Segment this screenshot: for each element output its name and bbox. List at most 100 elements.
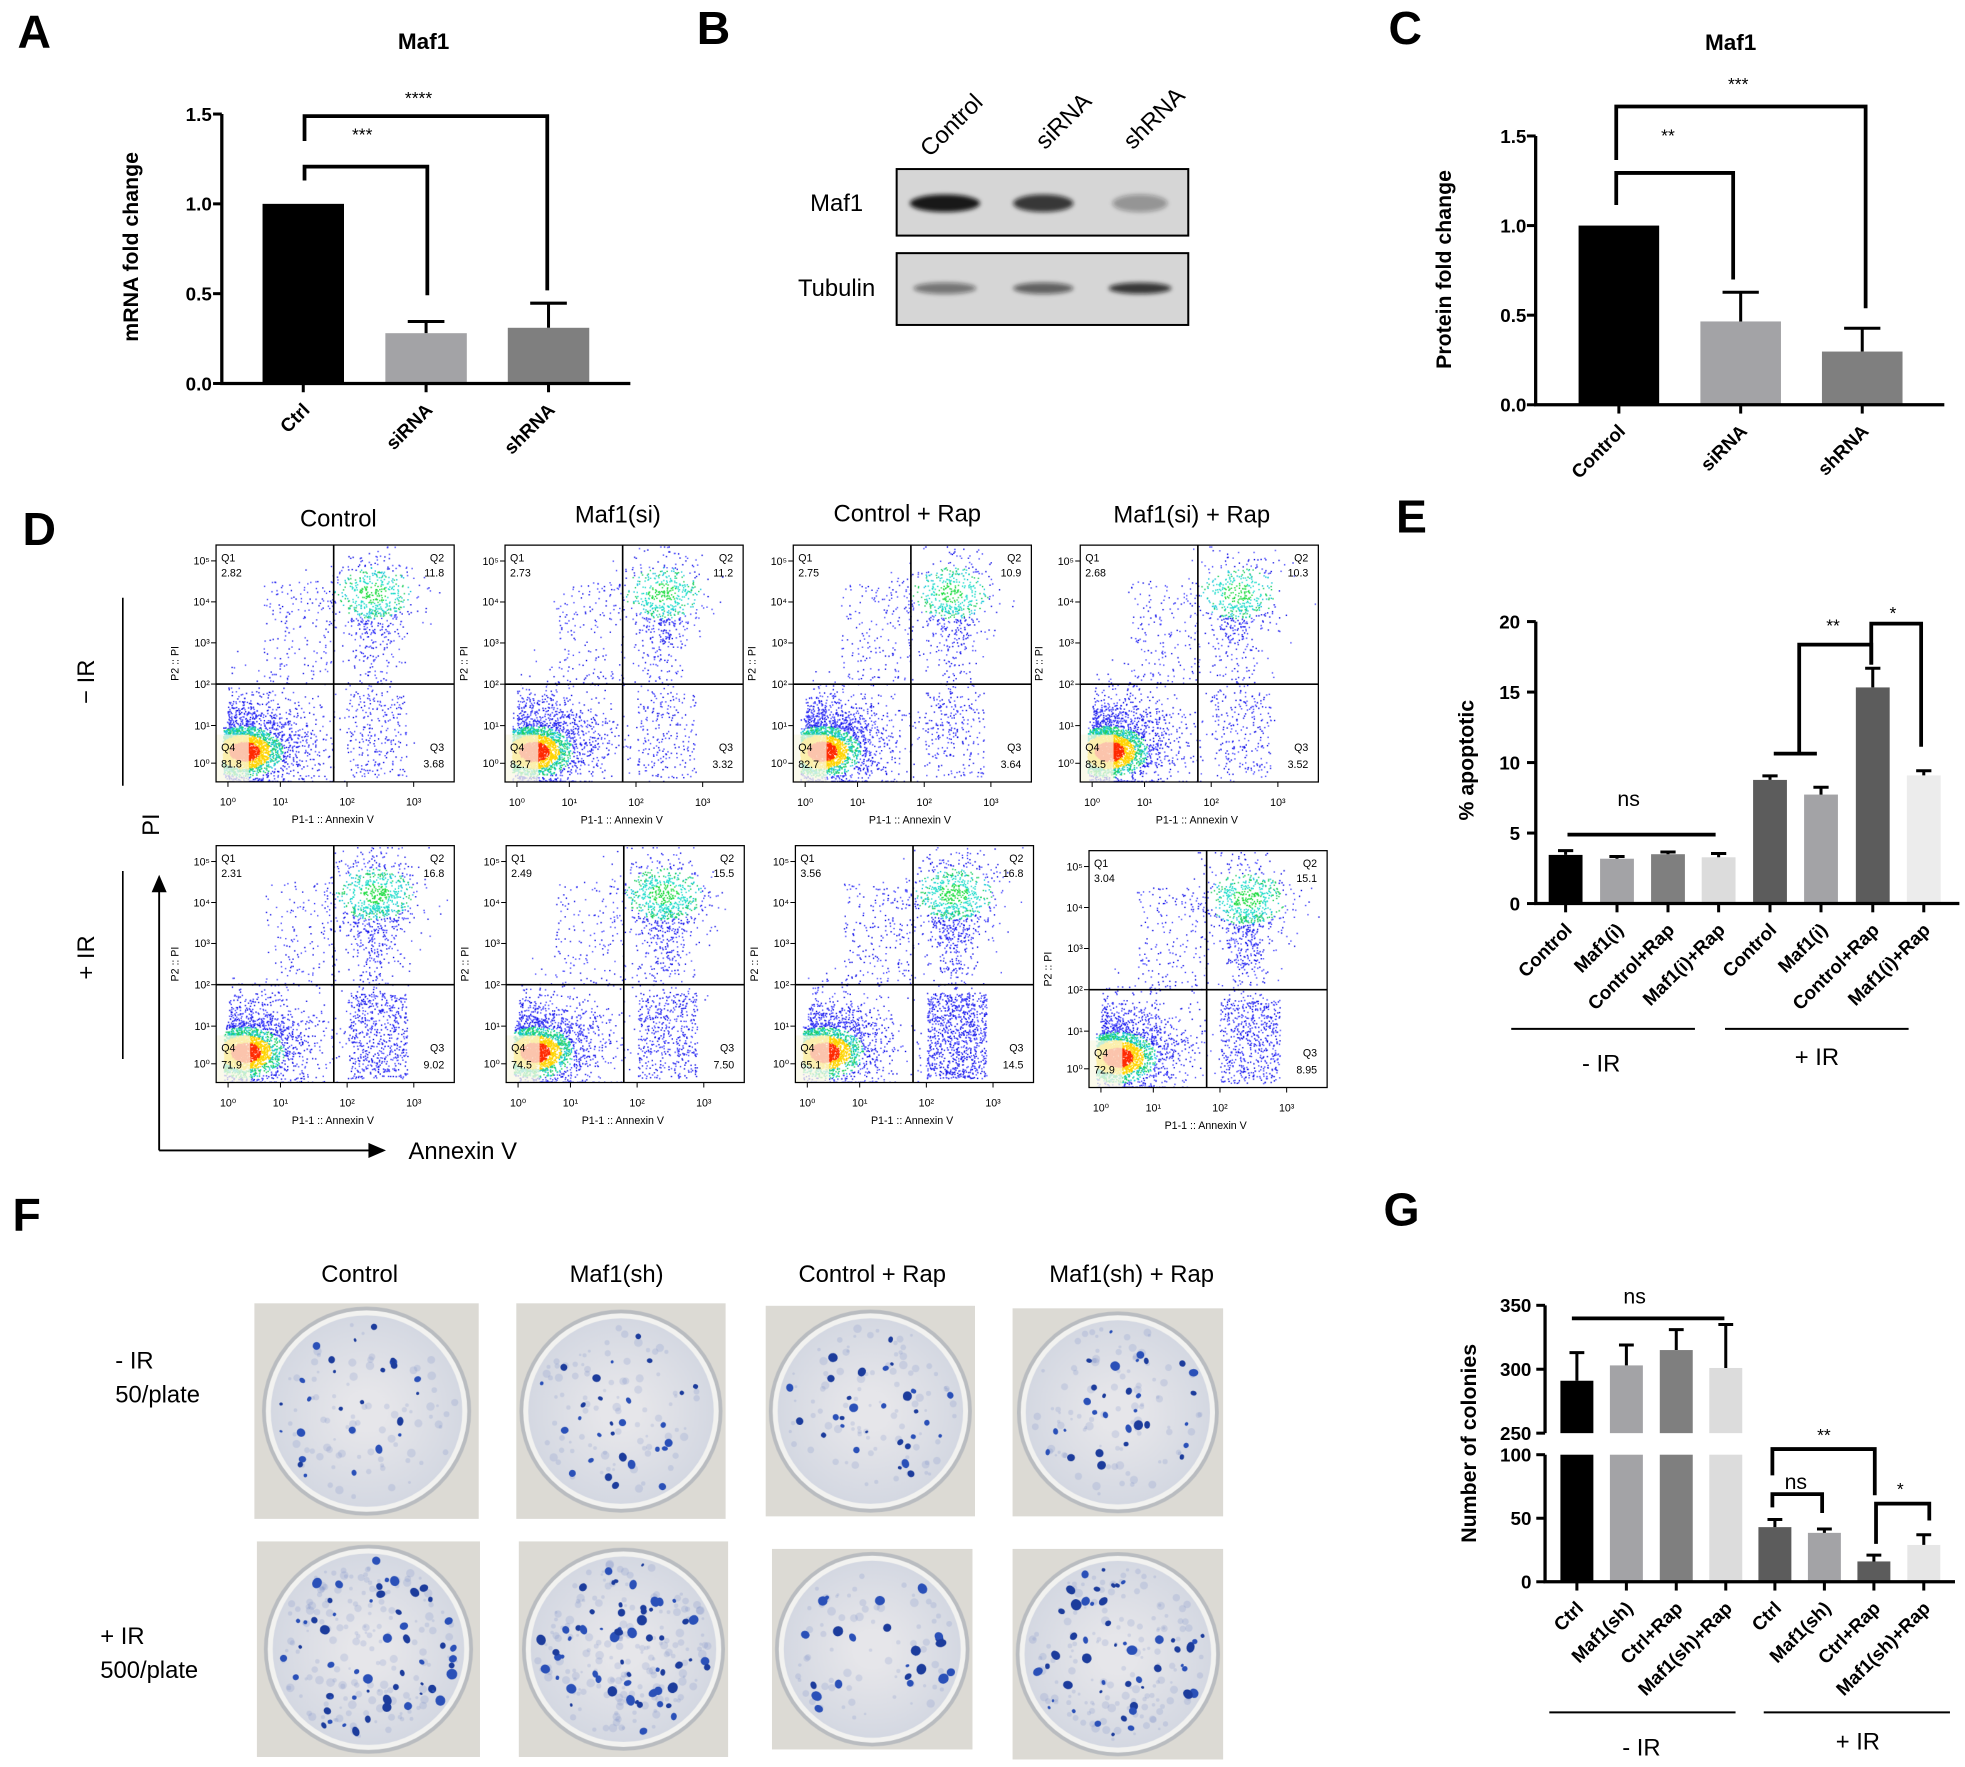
- quadrant-value: 10.9: [1001, 567, 1022, 579]
- quadrant-value: 3.04: [1094, 873, 1115, 885]
- error-bar: [1609, 854, 1625, 859]
- y-tick-label: 10⁰: [483, 758, 500, 770]
- quadrant-value: 15.1: [1296, 873, 1317, 885]
- quadrant-value: 14.5: [1003, 1059, 1024, 1071]
- quadrant-value: 3.56: [800, 868, 821, 880]
- flow-plot-frame: Q1 2.75 Q2 10.9 Q3 3.64 Q4 82.7 10⁵ 10⁴ 10³ 10² 10¹ 1…: [747, 544, 1033, 826]
- bar: [1753, 779, 1787, 904]
- x-tick-label: Control: [1567, 420, 1629, 482]
- quadrant-name: Q3: [720, 1043, 734, 1055]
- bar: [1651, 854, 1685, 904]
- x-tick-label: 10³: [695, 797, 711, 809]
- significance-bracket: [1874, 1501, 1932, 1544]
- quadrant-value: 16.8: [1003, 868, 1024, 880]
- bar: [1907, 1544, 1941, 1582]
- flow-scatter-plot: [506, 845, 745, 1083]
- quadrant-value: 82.7: [510, 759, 531, 771]
- plot-x-label: P1-1 :: Annexin V: [1165, 1120, 1248, 1132]
- x-tick-label: 10⁰: [220, 797, 237, 809]
- quadrant-name: Q3: [1303, 1048, 1317, 1060]
- x-tick-label: 10⁰: [510, 1097, 527, 1109]
- quadrant-name: Q3: [430, 742, 444, 754]
- y-tick-label: 10⁴: [773, 897, 790, 909]
- column-title: Maf1(sh) + Rap: [1049, 1261, 1214, 1288]
- bar: [1855, 687, 1890, 904]
- y-tick-label: 0.5: [1500, 305, 1526, 326]
- x-tick-label: 10²: [919, 1097, 935, 1109]
- y-tick-label: 0: [1510, 893, 1520, 914]
- plot-x-label: P1-1 :: Annexin V: [582, 1115, 665, 1127]
- quadrant-gate: [506, 845, 745, 1083]
- colony-plate-photo: [1012, 1308, 1224, 1517]
- colony-plate-photo: [256, 1541, 480, 1757]
- quadrant-name: Q3: [1009, 1043, 1023, 1055]
- error-bar: [530, 301, 567, 328]
- flow-scatter-plot: [1080, 545, 1319, 782]
- colony-formation-panel: Control Maf1(sh) Control + Rap Maf1(sh) + R…: [100, 1261, 1214, 1684]
- panel-label-c: C: [1389, 2, 1422, 54]
- y-tick-label: 10⁰: [484, 1059, 501, 1071]
- colony-plate-photo: [254, 1303, 479, 1519]
- x-tick-label: 10⁰: [509, 797, 526, 809]
- error-bar: [1711, 851, 1727, 858]
- bar: [262, 203, 345, 384]
- significance-label: **: [1826, 616, 1840, 636]
- quadrant-value: 2.73: [510, 567, 531, 579]
- flow-plot-frame: Q1 3.04 Q2 15.1 Q3 8.95 Q4 72.9 10⁵ 10⁴ 10³ 10² 10¹ 1…: [1042, 850, 1328, 1132]
- y-tick-label: 0: [1521, 1572, 1531, 1593]
- error-bar: [1668, 1328, 1684, 1351]
- plot-y-label: P2 :: PI: [170, 947, 182, 982]
- x-tick-label: 10³: [983, 797, 999, 809]
- column-title: Control: [300, 505, 377, 532]
- y-tick-label: 10²: [195, 979, 211, 991]
- error-bar: [407, 320, 445, 334]
- protein-band: [1013, 282, 1074, 294]
- y-tick-label: 10⁴: [193, 897, 210, 909]
- error-bar: [1618, 1343, 1634, 1366]
- blot-row-label: Maf1: [810, 190, 863, 217]
- error-bar: [1557, 849, 1574, 855]
- quadrant-gate: [216, 845, 455, 1083]
- flow-cytometry-panel: Control Maf1(si) Control + Rap Maf1(si) + R…: [73, 500, 1328, 1165]
- flow-plot-frame: Q1 2.82 Q2 11.8 Q3 3.68 Q4 81.8 10⁵ 10⁴ 10³ 10² 10¹ 1…: [169, 544, 455, 826]
- x-tick-label: 10⁰: [1084, 797, 1101, 809]
- flow-plot-frame: Q1 3.56 Q2 16.8 Q3 14.5 Q4 65.1 10⁵ 10⁴ 10³ 10² 10¹ 1…: [749, 845, 1035, 1127]
- flow-plot-frame: Q1 2.31 Q2 16.8 Q3 9.02 Q4 71.9 10⁵ 10⁴ 10³ 10² 10¹ 1…: [170, 845, 455, 1127]
- y-tick-label: 10²: [483, 679, 499, 691]
- y-tick-label: 10⁵: [194, 856, 210, 868]
- bar: [1609, 1454, 1643, 1582]
- x-tick-label: 10¹: [1146, 1102, 1162, 1114]
- x-tick-label: 10¹: [562, 797, 578, 809]
- quadrant-value: 72.9: [1094, 1064, 1115, 1076]
- y-tick-label: 10²: [194, 679, 210, 691]
- x-tick-label: Ctrl: [276, 399, 314, 437]
- quadrant-name: Q1: [798, 552, 812, 564]
- x-tick-label: siRNA: [382, 399, 437, 454]
- y-tick-label: 10³: [194, 638, 210, 650]
- quadrant-value: 15.5: [714, 868, 735, 880]
- y-tick-label: 10⁵: [1067, 861, 1083, 873]
- column-title: Control + Rap: [834, 500, 982, 527]
- significance-bracket: [1614, 171, 1736, 280]
- x-tick-label: 10⁰: [797, 797, 814, 809]
- quadrant-name: Q1: [1094, 858, 1108, 870]
- y-tick-label: 10³: [195, 938, 211, 950]
- quadrant-value: 65.1: [800, 1059, 821, 1071]
- quadrant-name: Q3: [430, 1043, 444, 1055]
- group-label: + IR: [1795, 1044, 1839, 1071]
- x-tick-label: 10¹: [850, 797, 866, 809]
- colony-plate-photo: [518, 1541, 729, 1757]
- significance-label: ****: [405, 88, 432, 108]
- x-tick-label: 10⁰: [220, 1097, 237, 1109]
- panel-label-b: B: [697, 2, 730, 54]
- quadrant-gate: [505, 545, 744, 782]
- y-tick-label: 10⁴: [482, 597, 499, 609]
- y-axis-label: Number of colonies: [1457, 1344, 1481, 1543]
- quadrant-value: 9.02: [424, 1059, 445, 1071]
- bar: [1700, 321, 1781, 405]
- quadrant-name: Q1: [221, 552, 235, 564]
- colony-plate-photo: [516, 1303, 726, 1519]
- x-tick-label: 10¹: [273, 797, 289, 809]
- quadrant-name: Q1: [221, 853, 235, 865]
- row-label: − IR: [73, 660, 100, 704]
